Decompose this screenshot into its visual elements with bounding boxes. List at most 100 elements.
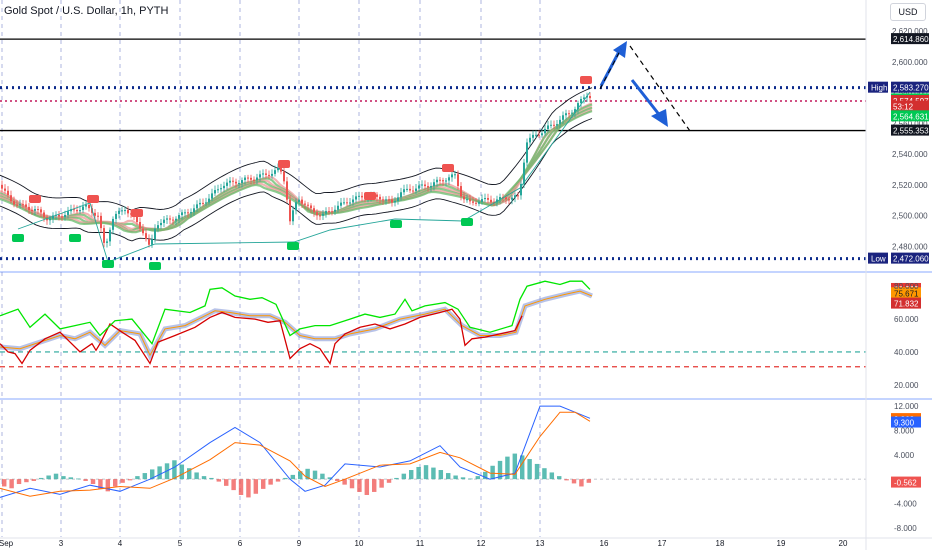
candle-body[interactable] — [289, 199, 291, 222]
macd-histogram-bar[interactable] — [53, 473, 59, 480]
macd-histogram-bar[interactable] — [542, 468, 547, 480]
candle-body[interactable] — [376, 194, 378, 197]
candle-body[interactable] — [355, 196, 357, 200]
candle-body[interactable] — [106, 241, 108, 243]
candle-body[interactable] — [196, 204, 198, 209]
macd-histogram-bar[interactable] — [305, 468, 310, 480]
candle-body[interactable] — [403, 189, 405, 193]
candle-body[interactable] — [136, 216, 138, 223]
candle-body[interactable] — [577, 103, 579, 110]
candle-body[interactable] — [334, 209, 336, 212]
candle-body[interactable] — [103, 228, 105, 243]
candle-body[interactable] — [469, 199, 471, 202]
candle-body[interactable] — [316, 212, 318, 216]
candle-body[interactable] — [16, 204, 18, 206]
candle-body[interactable] — [487, 198, 489, 200]
candle-body[interactable] — [421, 184, 423, 186]
candle-body[interactable] — [484, 198, 486, 200]
candle-body[interactable] — [463, 196, 465, 200]
macd-histogram-bar[interactable] — [9, 479, 14, 489]
buy-signal-marker[interactable] — [69, 234, 81, 242]
candle-body[interactable] — [400, 192, 402, 198]
candle-body[interactable] — [475, 202, 477, 204]
macd-histogram-bar[interactable] — [416, 466, 421, 480]
candle-body[interactable] — [169, 218, 171, 220]
candle-body[interactable] — [424, 184, 426, 187]
macd-histogram-bar[interactable] — [113, 479, 118, 487]
macd-histogram-bar[interactable] — [372, 479, 377, 492]
macd-histogram-bar[interactable] — [68, 477, 74, 480]
candle-body[interactable] — [532, 134, 534, 138]
candle-body[interactable] — [541, 133, 543, 136]
candle-body[interactable] — [220, 188, 222, 190]
candle-body[interactable] — [226, 182, 228, 186]
candle-body[interactable] — [310, 205, 312, 209]
candle-body[interactable] — [547, 125, 549, 129]
candle-body[interactable] — [385, 199, 387, 201]
macd-histogram-bar[interactable] — [105, 479, 111, 492]
candle-body[interactable] — [49, 218, 51, 221]
candle-body[interactable] — [307, 204, 309, 206]
macd-histogram-bar[interactable] — [290, 474, 296, 480]
candle-body[interactable] — [430, 186, 432, 188]
candle-body[interactable] — [343, 202, 345, 204]
macd-histogram-bar[interactable] — [438, 470, 444, 480]
candle-body[interactable] — [523, 162, 525, 184]
macd-histogram-bar[interactable] — [238, 479, 244, 495]
candle-body[interactable] — [418, 185, 420, 189]
candle-body[interactable] — [460, 186, 462, 197]
candle-body[interactable] — [34, 209, 36, 211]
macd-histogram-bar[interactable] — [497, 460, 503, 480]
macd-histogram-bar[interactable] — [357, 479, 362, 492]
candle-body[interactable] — [580, 98, 582, 104]
candle-body[interactable] — [85, 204, 87, 207]
sell-signal-marker[interactable] — [87, 195, 99, 203]
macd-histogram-bar[interactable] — [24, 479, 29, 483]
candle-body[interactable] — [97, 215, 99, 217]
candle-body[interactable] — [94, 212, 96, 216]
macd-histogram-bar[interactable] — [246, 479, 251, 498]
sell-signal-marker[interactable] — [29, 195, 41, 203]
candle-body[interactable] — [73, 209, 75, 211]
macd-histogram-bar[interactable] — [76, 478, 81, 480]
macd-histogram-bar[interactable] — [275, 479, 281, 482]
candle-body[interactable] — [10, 195, 12, 202]
candle-body[interactable] — [208, 198, 210, 203]
candle-body[interactable] — [4, 188, 6, 191]
candle-body[interactable] — [328, 211, 330, 213]
candle-body[interactable] — [88, 204, 90, 209]
candle-body[interactable] — [211, 193, 213, 199]
macd-histogram-bar[interactable] — [505, 456, 510, 480]
candle-body[interactable] — [508, 199, 510, 201]
candle-body[interactable] — [175, 218, 177, 221]
macd-line[interactable] — [0, 405, 591, 498]
candle-body[interactable] — [223, 185, 225, 189]
macd-histogram-bar[interactable] — [298, 471, 303, 480]
candle-body[interactable] — [151, 239, 153, 245]
macd-histogram-bar[interactable] — [431, 467, 436, 480]
macd-histogram-bar[interactable] — [460, 477, 466, 480]
candle-body[interactable] — [526, 142, 528, 163]
macd-histogram-bar[interactable] — [527, 459, 532, 480]
candle-body[interactable] — [262, 173, 264, 175]
candle-body[interactable] — [154, 228, 156, 240]
candle-body[interactable] — [568, 113, 570, 115]
candle-body[interactable] — [13, 201, 15, 205]
buy-signal-marker[interactable] — [390, 220, 402, 228]
candle-body[interactable] — [121, 210, 123, 212]
candle-body[interactable] — [205, 202, 207, 204]
macd-histogram-bar[interactable] — [557, 476, 562, 480]
candle-body[interactable] — [505, 197, 507, 200]
macd-histogram-bar[interactable] — [83, 479, 88, 481]
candle-body[interactable] — [499, 197, 501, 200]
candle-body[interactable] — [490, 199, 492, 203]
candle-body[interactable] — [250, 177, 252, 180]
macd-histogram-bar[interactable] — [409, 470, 414, 480]
candle-body[interactable] — [28, 206, 30, 210]
candle-body[interactable] — [82, 206, 84, 211]
macd-histogram-bar[interactable] — [253, 479, 259, 494]
sell-signal-marker[interactable] — [442, 164, 454, 172]
candle-body[interactable] — [217, 189, 219, 191]
candle-body[interactable] — [478, 201, 480, 204]
candle-body[interactable] — [61, 216, 63, 218]
